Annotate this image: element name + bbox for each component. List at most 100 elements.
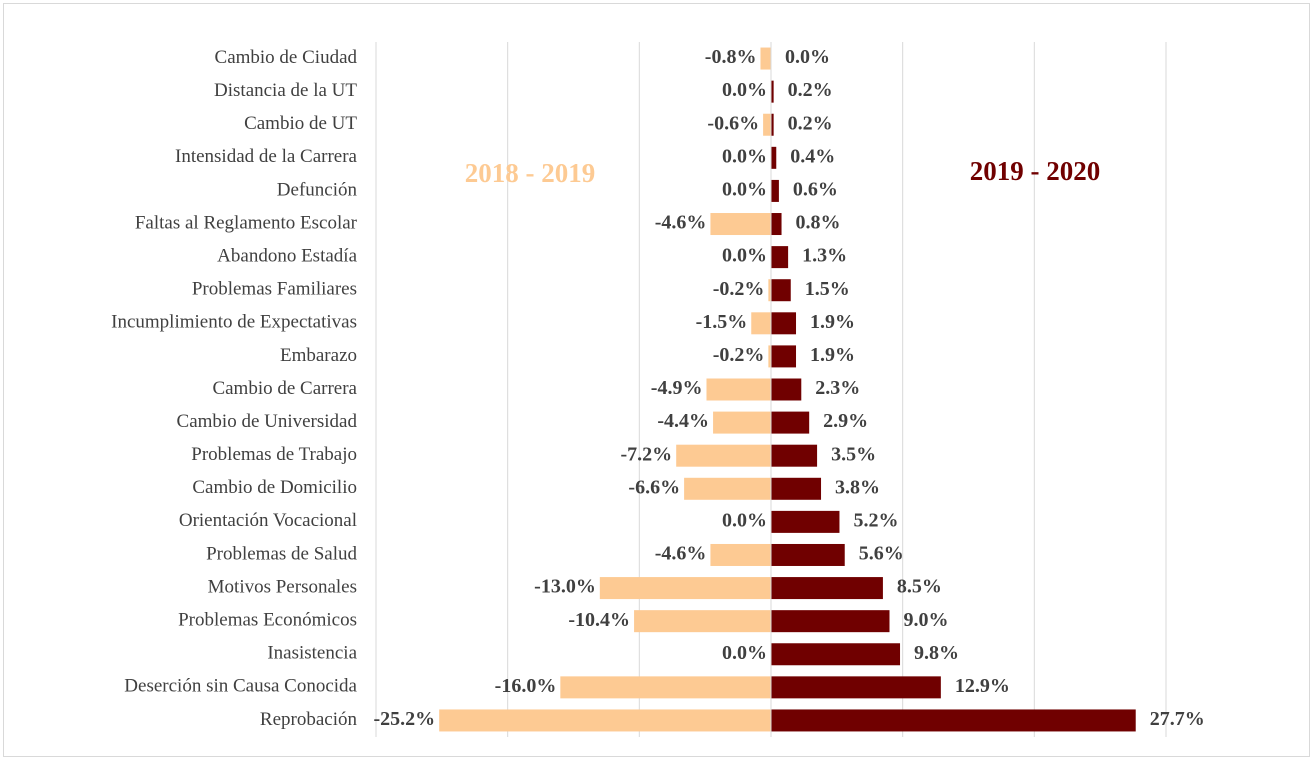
data-label: 3.8% <box>835 476 880 498</box>
category-label: Motivos Personales <box>208 576 357 597</box>
data-label: 1.3% <box>802 245 847 267</box>
bar <box>760 47 771 70</box>
bar <box>771 543 845 566</box>
category-label: Distancia de la UT <box>214 80 357 101</box>
legend-label: 2018 - 2019 <box>465 158 596 188</box>
data-label: -6.6% <box>628 476 680 498</box>
bar <box>771 80 774 103</box>
data-label: 0.2% <box>788 79 833 101</box>
bar <box>713 411 771 434</box>
data-label: 2.9% <box>823 410 868 432</box>
data-label: -4.6% <box>655 212 707 234</box>
data-label: -7.2% <box>621 443 673 465</box>
bar <box>771 643 901 666</box>
bar <box>634 610 771 633</box>
bar <box>771 246 789 269</box>
category-label: Deserción sin Causa Conocida <box>124 676 357 697</box>
bar <box>771 477 822 500</box>
data-label: -4.6% <box>655 543 707 565</box>
data-label: 0.0% <box>722 179 767 201</box>
data-label: -0.2% <box>713 278 765 300</box>
bar <box>768 279 771 302</box>
bar <box>706 378 771 401</box>
data-label: 0.0% <box>722 145 767 167</box>
data-label: 0.2% <box>788 112 833 134</box>
data-label: 0.0% <box>785 46 830 68</box>
bar <box>599 577 771 600</box>
bar <box>710 543 771 566</box>
bar <box>771 444 818 467</box>
data-label: 5.2% <box>853 509 898 531</box>
bar <box>768 345 771 368</box>
data-label: 0.8% <box>796 212 841 234</box>
category-label: Intensidad de la Carrera <box>175 146 358 167</box>
bar <box>771 312 797 335</box>
category-label: Incumplimiento de Expectativas <box>111 312 357 333</box>
data-label: -0.6% <box>707 112 759 134</box>
category-label: Abandono Estadía <box>217 245 357 266</box>
data-label: -1.5% <box>696 311 748 333</box>
data-label: -0.8% <box>705 46 757 68</box>
category-label: Problemas de Salud <box>206 543 357 564</box>
category-label: Cambio de Carrera <box>212 378 357 399</box>
bar <box>751 312 771 335</box>
bar <box>439 709 771 732</box>
bar <box>771 709 1136 732</box>
bar <box>676 444 771 467</box>
data-label: 1.9% <box>810 311 855 333</box>
data-label: 1.5% <box>805 278 850 300</box>
category-label: Cambio de Domicilio <box>192 477 357 498</box>
bar <box>771 577 883 600</box>
data-label: 9.0% <box>904 609 949 631</box>
category-label: Cambio de UT <box>244 113 357 134</box>
data-label: -0.2% <box>713 344 765 366</box>
category-label: Reprobación <box>260 709 358 730</box>
category-label: Problemas Económicos <box>178 610 357 631</box>
bar <box>684 477 771 500</box>
category-label: Problemas de Trabajo <box>191 444 357 465</box>
data-label: -13.0% <box>534 576 596 598</box>
bar <box>710 213 771 236</box>
data-label: 9.8% <box>914 642 959 664</box>
legend-label: 2019 - 2020 <box>970 156 1101 186</box>
data-label: 27.7% <box>1150 708 1205 730</box>
data-label: -16.0% <box>495 675 557 697</box>
category-label: Faltas al Reglamento Escolar <box>135 212 358 233</box>
bar <box>771 510 840 533</box>
bar <box>763 113 771 136</box>
data-label: 0.6% <box>793 179 838 201</box>
data-label: 0.0% <box>722 245 767 267</box>
data-label: 8.5% <box>897 576 942 598</box>
data-label: 0.0% <box>722 509 767 531</box>
category-label: Inasistencia <box>267 643 357 664</box>
data-label: 0.4% <box>790 145 835 167</box>
category-label: Orientación Vocacional <box>179 510 357 531</box>
category-label: Cambio de Universidad <box>177 411 358 432</box>
bar <box>771 179 779 202</box>
data-label: 1.9% <box>810 344 855 366</box>
bar <box>771 411 810 434</box>
bar <box>771 279 791 302</box>
data-label: -10.4% <box>568 609 630 631</box>
data-label: 0.0% <box>722 642 767 664</box>
data-label: -4.4% <box>657 410 709 432</box>
bar <box>771 610 890 633</box>
data-label: -4.9% <box>651 377 703 399</box>
bar <box>771 378 802 401</box>
data-label: 5.6% <box>859 543 904 565</box>
category-label: Problemas Familiares <box>192 279 357 300</box>
category-label: Defunción <box>277 179 358 200</box>
data-label: 0.0% <box>722 79 767 101</box>
category-label: Cambio de Ciudad <box>215 47 358 68</box>
data-label: 2.3% <box>815 377 860 399</box>
bar <box>771 113 774 136</box>
bar <box>560 676 771 699</box>
data-label: -25.2% <box>374 708 436 730</box>
data-label: 3.5% <box>831 443 876 465</box>
bar <box>771 345 797 368</box>
bar <box>771 676 941 699</box>
bar <box>771 146 777 169</box>
category-label: Embarazo <box>280 345 357 366</box>
bar <box>771 213 782 236</box>
